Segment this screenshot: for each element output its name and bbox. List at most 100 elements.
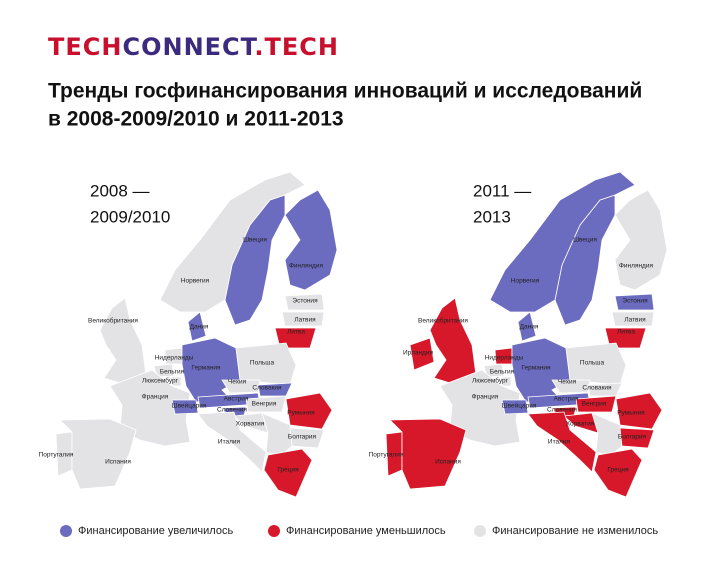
country — [614, 189, 668, 291]
title-line: Тренды госфинансирования инноваций и исс… — [48, 80, 642, 103]
country-label: Венгрия — [582, 401, 607, 408]
period-label: 2008 — — [90, 181, 150, 200]
country — [527, 411, 597, 473]
country — [171, 376, 182, 387]
country-label: Болгария — [618, 434, 647, 441]
country-label: Хорватия — [566, 421, 595, 428]
country — [99, 297, 147, 384]
country-label: Словакия — [252, 385, 282, 392]
country-label: Швейцария — [172, 402, 207, 410]
country-label: Италия — [548, 439, 571, 446]
country-label: Румыния — [617, 410, 645, 417]
country — [285, 392, 333, 430]
country — [501, 399, 529, 415]
country — [159, 171, 306, 313]
country-label: Германия — [191, 365, 221, 372]
country-label: Польша — [250, 360, 275, 367]
country — [619, 427, 655, 449]
period-label: 2013 — [473, 207, 511, 226]
country-label: Эстония — [292, 298, 318, 305]
country — [284, 189, 338, 291]
country — [611, 311, 655, 327]
country-label: Чехия — [558, 379, 577, 386]
country — [551, 379, 591, 394]
country-label: Латвия — [294, 317, 316, 324]
country — [197, 411, 267, 473]
country-label: Австрия — [554, 396, 579, 403]
map: Швеция Финляндия Норвегия Эстония Латвия Литв… — [369, 171, 668, 498]
period-label: 2011 — — [473, 181, 531, 200]
country-label: Португалия — [369, 452, 404, 459]
country-label: Люксембург — [142, 377, 179, 385]
country — [171, 399, 199, 415]
country-label: Австрия — [224, 396, 249, 403]
country — [439, 369, 521, 447]
country-label: Венгрия — [252, 401, 277, 408]
country — [614, 293, 655, 311]
country-label: Бельгия — [160, 369, 185, 376]
country-label: Латвия — [624, 317, 646, 324]
country — [284, 293, 325, 311]
country-label: Нидерланды — [485, 355, 524, 362]
country — [289, 427, 325, 449]
country-label: Эстония — [622, 298, 648, 305]
country-label: Бельгия — [490, 369, 515, 376]
country — [429, 297, 477, 384]
country — [221, 379, 261, 394]
country-label: Испания — [435, 459, 461, 466]
legend-label: Финансирование увеличилось — [78, 525, 233, 537]
country-label: Чехия — [228, 379, 247, 386]
map: Швеция Финляндия Норвегия Эстония Латвия Литв… — [39, 171, 338, 498]
legend-swatch — [60, 525, 72, 537]
country-label: Швеция — [573, 237, 597, 244]
country-label: Франция — [142, 394, 169, 401]
country — [615, 392, 663, 430]
country-label: Швеция — [243, 237, 267, 244]
country-label: Дания — [190, 324, 209, 331]
country-label: Португалия — [39, 452, 74, 459]
country-label: Швейцария — [502, 402, 537, 410]
country — [593, 448, 643, 498]
country — [409, 337, 435, 371]
country-label: Финляндия — [619, 263, 653, 270]
country — [59, 418, 137, 490]
country-label: Словакия — [582, 385, 612, 392]
country — [245, 395, 287, 413]
logo: TECHCONNECT.TECH — [48, 33, 339, 61]
country — [563, 412, 599, 434]
country-label: Финляндия — [289, 263, 323, 270]
country — [109, 369, 191, 447]
country-label: Польша — [580, 360, 605, 367]
country — [233, 412, 269, 434]
country-label: Люксембург — [472, 377, 509, 385]
country — [187, 311, 207, 342]
country-label: Румыния — [287, 410, 315, 417]
country-label: Норвегия — [511, 278, 540, 285]
country-label: Германия — [521, 365, 551, 372]
country-label: Великобритания — [418, 317, 468, 325]
country — [517, 311, 537, 342]
legend-label: Финансирование уменьшилось — [286, 525, 446, 537]
country-label: Нидерланды — [155, 355, 194, 362]
country-label: Греция — [277, 467, 299, 474]
country-label: Словения — [547, 407, 577, 414]
country-label: Литва — [287, 329, 305, 336]
country-label: Болгария — [288, 434, 317, 441]
legend: Финансирование увеличилось Финансирование… — [60, 525, 658, 537]
country-label: Испания — [105, 459, 131, 466]
maps: Швеция Финляндия Норвегия Эстония Латвия Литв… — [39, 171, 668, 498]
country-label: Ирландия — [403, 350, 433, 357]
country-label: Хорватия — [236, 421, 265, 428]
country — [281, 311, 325, 327]
period-label: 2009/2010 — [90, 207, 170, 226]
country-label: Франция — [472, 394, 499, 401]
legend-label: Финансирование не изменилось — [492, 525, 658, 537]
country — [263, 448, 313, 498]
country-label: Великобритания — [88, 317, 138, 325]
logo-part: CONNECT — [122, 33, 257, 61]
country-label: Италия — [218, 439, 241, 446]
country — [489, 171, 636, 313]
country — [575, 395, 617, 413]
legend-swatch — [268, 525, 280, 537]
